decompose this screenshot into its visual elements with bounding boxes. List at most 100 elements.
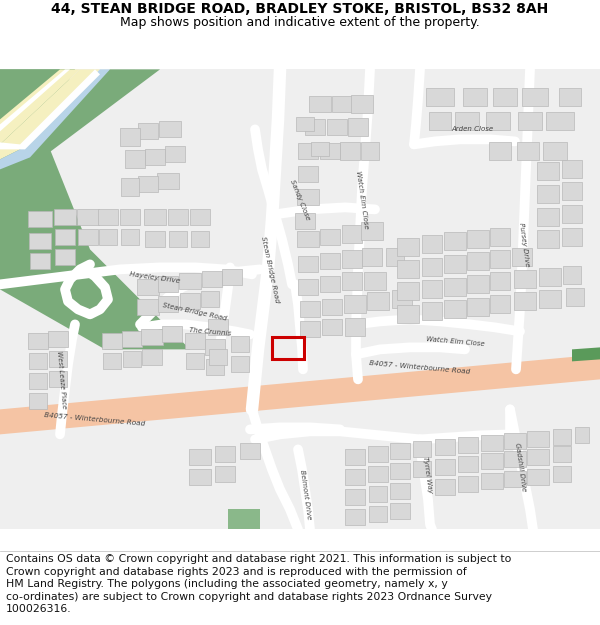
Bar	[458, 438, 478, 453]
Bar	[342, 272, 362, 291]
Bar	[311, 142, 329, 156]
Bar	[55, 229, 75, 246]
Bar	[397, 306, 419, 323]
Bar	[345, 509, 365, 526]
Bar	[504, 471, 526, 488]
Bar	[575, 428, 589, 443]
Bar	[444, 301, 466, 318]
Bar	[190, 209, 210, 226]
Bar	[386, 248, 404, 266]
Bar	[189, 449, 211, 466]
Bar	[215, 446, 235, 462]
Polygon shape	[0, 69, 80, 144]
Text: Gadshill Drive: Gadshill Drive	[514, 442, 526, 492]
Bar	[489, 142, 511, 161]
Bar	[481, 473, 503, 489]
Bar	[345, 469, 365, 486]
Bar	[367, 292, 389, 311]
Bar	[189, 469, 211, 486]
Bar	[165, 146, 185, 162]
Bar	[422, 236, 442, 253]
Bar	[102, 333, 122, 349]
Bar	[320, 229, 340, 246]
Bar	[368, 466, 388, 482]
Bar	[467, 298, 489, 316]
Bar	[298, 256, 318, 272]
Bar	[444, 256, 466, 273]
Text: Map shows position and indicative extent of the property.: Map shows position and indicative extent…	[120, 16, 480, 29]
Bar	[429, 112, 451, 131]
Bar	[206, 359, 224, 376]
Bar	[157, 173, 179, 189]
Bar	[504, 433, 526, 449]
Bar	[361, 222, 383, 241]
Bar	[179, 273, 201, 289]
Bar	[486, 112, 510, 131]
Bar	[490, 296, 510, 313]
Bar	[120, 209, 140, 226]
Polygon shape	[0, 69, 100, 149]
Bar	[298, 166, 318, 182]
Bar	[186, 353, 204, 369]
Bar	[55, 249, 75, 266]
Text: Hayeley Drive: Hayeley Drive	[129, 271, 181, 284]
Bar	[342, 251, 362, 268]
Bar	[537, 186, 559, 203]
Bar	[369, 486, 387, 502]
Bar	[390, 503, 410, 519]
Bar	[504, 451, 526, 468]
Bar	[162, 326, 182, 342]
Bar	[158, 296, 178, 312]
Bar	[490, 228, 510, 246]
Bar	[49, 371, 67, 388]
Bar	[305, 119, 325, 136]
Bar	[340, 142, 360, 161]
Bar	[215, 466, 235, 482]
Bar	[435, 479, 455, 496]
Bar	[563, 266, 581, 284]
Bar	[467, 231, 489, 248]
Bar	[392, 291, 412, 308]
Bar	[320, 276, 340, 292]
Bar	[537, 208, 559, 226]
Bar	[28, 211, 52, 227]
Bar	[28, 333, 48, 349]
Bar	[123, 351, 141, 368]
Text: B4057 - Winterbourne Road: B4057 - Winterbourne Road	[44, 412, 146, 427]
Bar	[99, 229, 117, 246]
Bar	[455, 112, 479, 131]
Bar	[322, 319, 342, 336]
Bar	[137, 299, 159, 316]
Bar	[121, 229, 139, 246]
Bar	[231, 336, 249, 352]
Bar	[145, 231, 165, 248]
Bar	[362, 248, 382, 266]
Bar	[553, 466, 571, 482]
Bar	[144, 209, 166, 226]
Bar	[191, 231, 209, 248]
Bar	[54, 209, 76, 226]
Bar	[205, 339, 225, 356]
Bar	[309, 96, 331, 112]
Bar	[298, 279, 318, 296]
Bar	[559, 88, 581, 106]
Bar	[320, 143, 340, 159]
Bar	[481, 453, 503, 469]
Bar	[490, 272, 510, 291]
Text: 44, STEAN BRIDGE ROAD, BRADLEY STOKE, BRISTOL, BS32 8AH: 44, STEAN BRIDGE ROAD, BRADLEY STOKE, BR…	[52, 2, 548, 16]
Bar	[169, 231, 187, 248]
Bar	[98, 209, 118, 226]
Polygon shape	[0, 354, 600, 434]
Bar	[222, 269, 242, 286]
Bar	[390, 483, 410, 499]
Bar	[458, 476, 478, 492]
Bar	[142, 349, 162, 366]
Bar	[30, 253, 50, 269]
Bar	[138, 176, 158, 192]
Bar	[185, 333, 205, 349]
Bar	[345, 449, 365, 466]
Bar	[345, 318, 365, 336]
Bar	[327, 119, 347, 136]
Bar	[562, 161, 582, 178]
Bar	[562, 228, 582, 246]
